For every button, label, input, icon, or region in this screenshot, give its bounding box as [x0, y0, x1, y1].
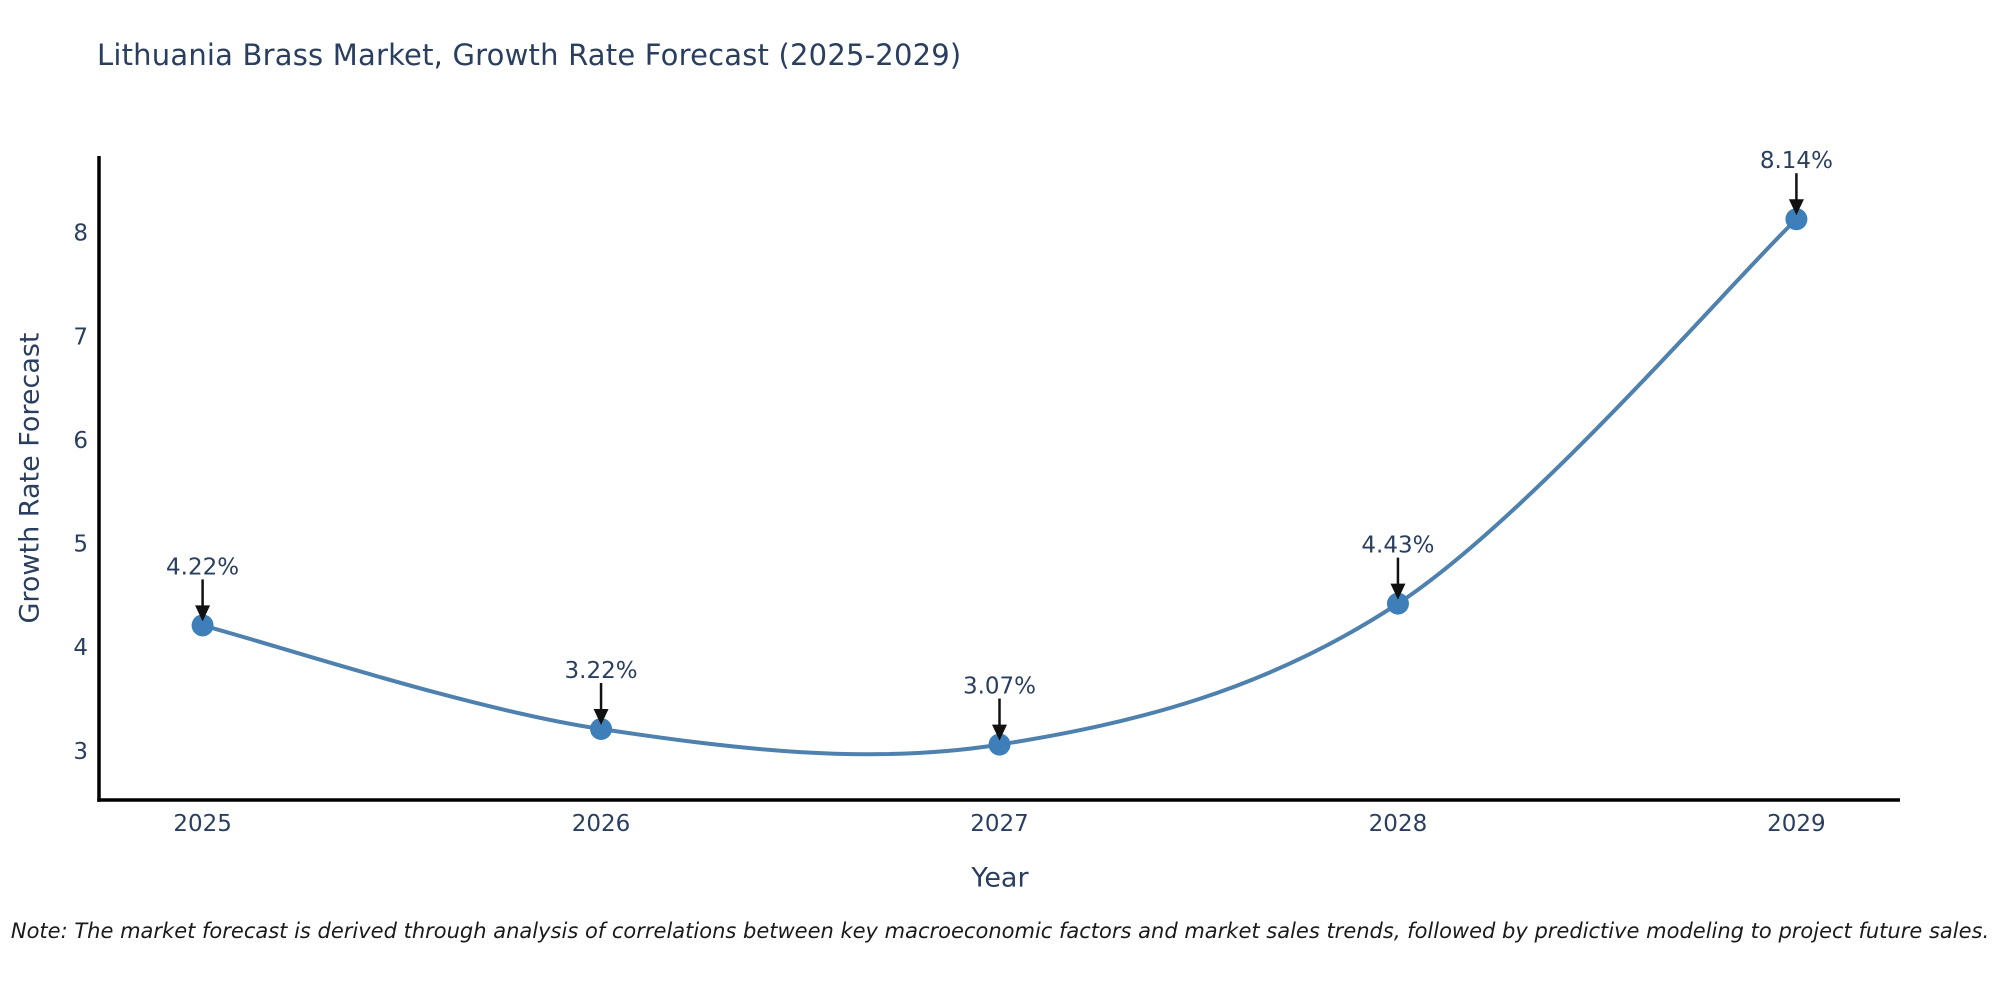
annotation-arrowhead	[1390, 583, 1406, 600]
y-tick-label: 6	[73, 428, 88, 454]
chart-title: Lithuania Brass Market, Growth Rate Fore…	[97, 38, 962, 72]
data-point-marker	[1386, 592, 1409, 615]
plot-area: 3 4 5 6 7 8 2025 2026 2027 2028 2029 4.22% 3.22% 3.07…	[73, 148, 1833, 837]
annotation-arrowhead	[992, 724, 1007, 741]
data-point-label: 3.22%	[565, 658, 638, 684]
x-tick-label: 2026	[572, 811, 631, 837]
data-point-marker	[1785, 208, 1808, 231]
data-point-label: 4.22%	[166, 554, 239, 580]
data-point-marker	[988, 733, 1011, 756]
data-point-marker	[590, 718, 613, 741]
y-tick-label: 8	[73, 221, 88, 247]
annotation-arrowhead	[1788, 199, 1804, 216]
x-axis-title: Year	[970, 863, 1029, 894]
x-tick-label: 2029	[1767, 811, 1826, 837]
data-point-label: 3.07%	[963, 674, 1036, 700]
annotation-arrowhead	[195, 605, 211, 622]
x-tick-label: 2025	[173, 811, 232, 837]
y-tick-label: 7	[73, 324, 88, 350]
data-point-marker	[191, 614, 214, 637]
y-axis-title: Growth Rate Forecast	[15, 332, 46, 623]
y-tick-label: 3	[73, 739, 88, 765]
x-tick-label: 2027	[970, 811, 1029, 837]
data-point-label: 8.14%	[1760, 148, 1833, 174]
annotation-arrowhead	[593, 709, 609, 726]
data-point-label: 4.43%	[1361, 533, 1434, 559]
x-tick-label: 2028	[1369, 811, 1428, 837]
footnote: Note: The market forecast is derived thr…	[10, 919, 1990, 943]
y-tick-label: 5	[73, 532, 88, 558]
y-tick-label: 4	[73, 635, 88, 661]
